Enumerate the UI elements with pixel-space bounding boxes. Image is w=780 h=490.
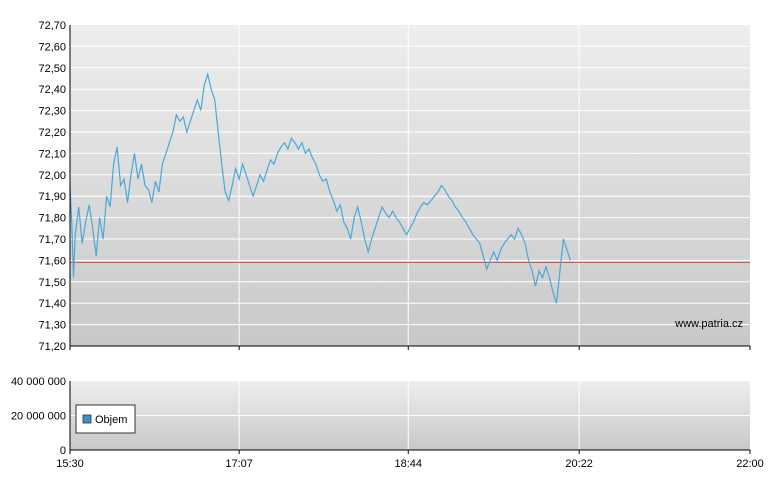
x-tick-label: 22:00 [736, 458, 764, 470]
volume-y-tick-label: 20 000 000 [11, 411, 66, 423]
price-y-tick-label: 72,10 [38, 148, 66, 160]
price-plot-area [70, 25, 750, 346]
volume-panel: 40 000 000 20 000 000 0 15:30 17:07 18:44 20:… [11, 376, 764, 470]
legend: Objem [75, 404, 136, 434]
x-tick-label: 18:44 [394, 458, 422, 470]
price-y-tick-label: 71,70 [38, 234, 66, 246]
x-tick-label: 20:22 [565, 458, 593, 470]
x-tick-label: 17:07 [225, 458, 253, 470]
legend-swatch [82, 414, 92, 424]
volume-y-tick-labels: 40 000 000 20 000 000 0 [11, 376, 66, 457]
price-y-tick-labels: 72,70 72,60 72,50 72,40 72,30 72,20 72,10 72,00… [38, 20, 66, 353]
price-y-tick-label: 72,30 [38, 106, 66, 118]
price-y-tick-label: 71,40 [38, 298, 66, 310]
price-y-tick-label: 71,20 [38, 341, 66, 353]
volume-grid [70, 381, 750, 450]
price-series-line [69, 71, 571, 304]
price-x-ticks [69, 346, 751, 350]
x-tick-labels: 15:30 17:07 18:44 20:22 22:00 [56, 450, 764, 470]
price-y-tick-label: 72,70 [38, 20, 66, 32]
volume-y-tick-label: 40 000 000 [11, 376, 66, 388]
price-y-tick-label: 72,00 [38, 170, 66, 182]
x-tick-label: 15:30 [56, 458, 84, 470]
price-y-tick-label: 72,40 [38, 84, 66, 96]
price-y-tick-label: 71,90 [38, 191, 66, 203]
price-y-tick-label: 71,30 [38, 320, 66, 332]
price-panel: 72,70 72,60 72,50 72,40 72,30 72,20 72,10 72,00… [38, 20, 751, 353]
volume-y-tick-label: 0 [60, 445, 66, 457]
price-y-tick-label: 72,60 [38, 41, 66, 53]
chart-watermark[interactable]: www.patria.cz [674, 318, 743, 330]
price-y-tick-label: 71,60 [38, 255, 66, 267]
price-y-tick-label: 71,80 [38, 213, 66, 225]
price-y-tick-label: 72,50 [38, 63, 66, 75]
price-y-tick-label: 72,20 [38, 127, 66, 139]
legend-label-objem: Objem [95, 414, 127, 426]
price-y-tick-label: 71,50 [38, 277, 66, 289]
price-grid [70, 25, 750, 346]
